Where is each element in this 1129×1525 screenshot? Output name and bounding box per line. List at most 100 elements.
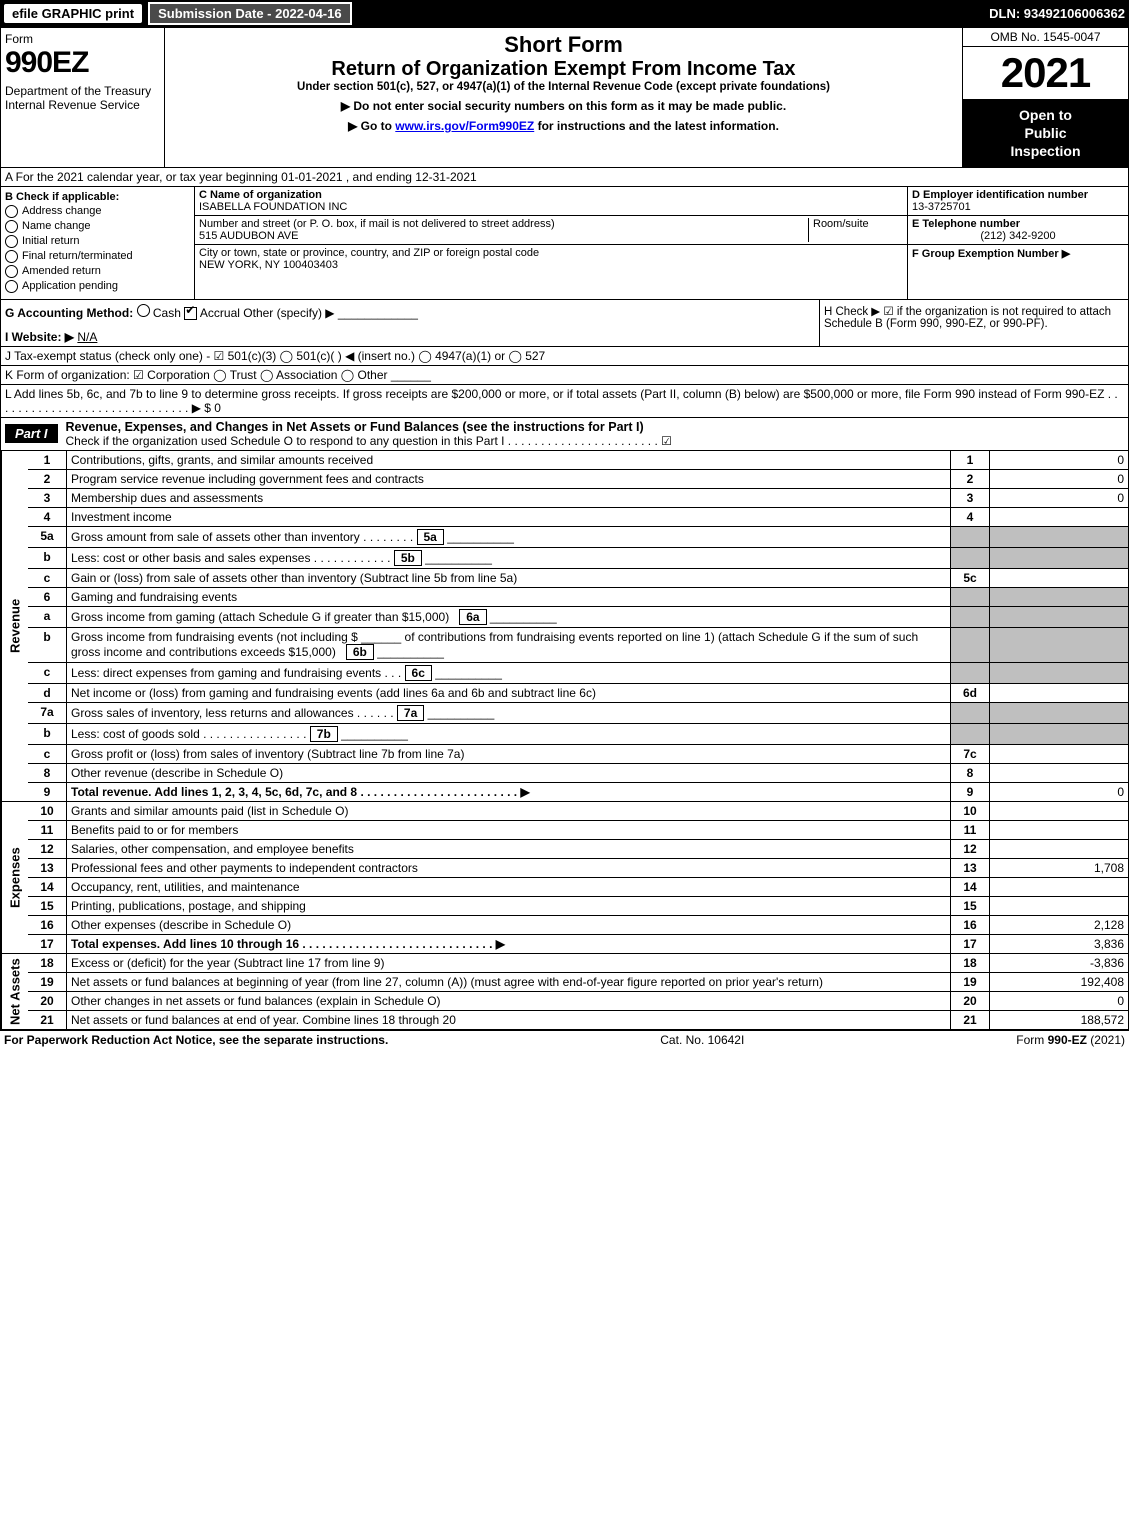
section-k: K Form of organization: ☑ Corporation ◯ … [1, 366, 1128, 385]
side-label-netassets: Net Assets [1, 954, 28, 1029]
omb-number: OMB No. 1545-0047 [963, 28, 1128, 47]
cb-label: Final return/terminated [22, 250, 133, 262]
checkbox-address-change[interactable] [5, 205, 18, 218]
ein-label: D Employer identification number [912, 189, 1088, 201]
website-label: I Website: ▶ [5, 330, 74, 344]
form-990ez: Form 990EZ Department of the Treasury In… [0, 27, 1129, 1030]
city-value: NEW YORK, NY 100403403 [199, 259, 338, 271]
cb-label: Name change [22, 220, 91, 232]
line-6a: Gross income from gaming (attach Schedul… [71, 610, 449, 624]
phone-label: E Telephone number [912, 218, 1020, 230]
dln-label: DLN: 93492106006362 [989, 6, 1125, 21]
header-center: Short Form Return of Organization Exempt… [165, 28, 962, 167]
mini-6b: 6b [346, 644, 374, 660]
cb-label: Initial return [22, 235, 79, 247]
section-j: J Tax-exempt status (check only one) - ☑… [1, 347, 1128, 366]
section-def: D Employer identification number 13-3725… [907, 187, 1128, 299]
dept-label: Department of the Treasury Internal Reve… [5, 84, 160, 112]
line-6: Gaming and fundraising events [67, 587, 951, 606]
line-3-val: 0 [990, 488, 1129, 507]
line-16: Other expenses (describe in Schedule O) [67, 915, 951, 934]
website-value: N/A [77, 330, 97, 344]
line-2: Program service revenue including govern… [67, 469, 951, 488]
line-12: Salaries, other compensation, and employ… [67, 839, 951, 858]
line-4-val [990, 507, 1129, 526]
inspection-l2: Public [965, 124, 1126, 142]
line-5a: Gross amount from sale of assets other t… [71, 530, 360, 544]
line-17: Total expenses. Add lines 10 through 16 … [71, 937, 505, 951]
line-5b: Less: cost or other basis and sales expe… [71, 551, 310, 565]
ssn-note: ▶ Do not enter social security numbers o… [171, 99, 956, 113]
form-word: Form [5, 32, 160, 46]
section-b-label: B Check if applicable: [5, 191, 190, 203]
section-a: A For the 2021 calendar year, or tax yea… [1, 168, 1128, 187]
line-20-val: 0 [990, 991, 1129, 1010]
mini-5a: 5a [417, 529, 444, 545]
line-2-val: 0 [990, 469, 1129, 488]
top-bar: efile GRAPHIC print Submission Date - 20… [0, 0, 1129, 27]
street-value: 515 AUDUBON AVE [199, 230, 298, 242]
line-19: Net assets or fund balances at beginning… [67, 972, 951, 991]
inspection-l1: Open to [965, 106, 1126, 124]
ein-value: 13-3725701 [912, 201, 971, 213]
checkbox-application-pending[interactable] [5, 280, 18, 293]
line-8: Other revenue (describe in Schedule O) [67, 763, 951, 782]
line-17-val: 3,836 [990, 934, 1129, 953]
instructions-note: ▶ Go to www.irs.gov/Form990EZ for instru… [171, 119, 956, 133]
line-7b: Less: cost of goods sold [71, 727, 200, 741]
netassets-table: 18Excess or (deficit) for the year (Subt… [28, 954, 1128, 1029]
submission-date-pill: Submission Date - 2022-04-16 [148, 2, 352, 25]
line-14: Occupancy, rent, utilities, and maintena… [67, 877, 951, 896]
room-label: Room/suite [813, 218, 869, 230]
mini-6a: 6a [459, 609, 486, 625]
line-9-val: 0 [990, 782, 1129, 801]
mini-7a: 7a [397, 705, 424, 721]
section-l: L Add lines 5b, 6c, and 7b to line 9 to … [1, 385, 1128, 417]
part-title: Revenue, Expenses, and Changes in Net As… [66, 420, 644, 434]
part-1-header: Part I Revenue, Expenses, and Changes in… [1, 417, 1128, 451]
radio-accrual[interactable] [184, 307, 197, 320]
section-h: H Check ▶ ☑ if the organization is not r… [824, 306, 1111, 330]
org-name-value: ISABELLA FOUNDATION INC [199, 201, 347, 213]
section-c: C Name of organization ISABELLA FOUNDATI… [195, 187, 907, 299]
mini-5b: 5b [394, 550, 422, 566]
radio-cash[interactable] [137, 304, 150, 317]
checkbox-name-change[interactable] [5, 220, 18, 233]
part-check-note: Check if the organization used Schedule … [66, 434, 672, 448]
instructions-link[interactable]: www.irs.gov/Form990EZ [395, 119, 534, 133]
street-label: Number and street (or P. O. box, if mail… [199, 218, 555, 230]
org-name-label: C Name of organization [199, 189, 322, 201]
checkbox-initial-return[interactable] [5, 235, 18, 248]
line-20: Other changes in net assets or fund bala… [67, 991, 951, 1010]
line-3: Membership dues and assessments [67, 488, 951, 507]
footer-left: For Paperwork Reduction Act Notice, see … [4, 1033, 388, 1047]
tax-year: 2021 [963, 47, 1128, 100]
footer-catalog: Cat. No. 10642I [660, 1033, 744, 1047]
form-number: 990EZ [5, 46, 160, 80]
group-exemption-label: F Group Exemption Number ▶ [912, 248, 1070, 260]
efile-print-button[interactable]: efile GRAPHIC print [4, 4, 142, 23]
form-title: Return of Organization Exempt From Incom… [171, 58, 956, 81]
line-4: Investment income [67, 507, 951, 526]
mini-7b: 7b [310, 726, 338, 742]
line-15: Printing, publications, postage, and shi… [67, 896, 951, 915]
line-18-val: -3,836 [990, 954, 1129, 973]
short-form-title: Short Form [171, 32, 956, 58]
checkbox-final-return[interactable] [5, 250, 18, 263]
line-6c: Less: direct expenses from gaming and fu… [71, 666, 381, 680]
phone-value: (212) 342-9200 [912, 230, 1124, 242]
line-9: Total revenue. Add lines 1, 2, 3, 4, 5c,… [71, 785, 530, 799]
opt: Other (specify) ▶ [243, 306, 334, 320]
cb-label: Amended return [22, 265, 101, 277]
revenue-table: 1Contributions, gifts, grants, and simil… [28, 451, 1128, 801]
cb-label: Address change [22, 205, 102, 217]
line-13: Professional fees and other payments to … [67, 858, 951, 877]
inspection-box: Open to Public Inspection [963, 100, 1128, 167]
checkbox-amended-return[interactable] [5, 265, 18, 278]
line-13-val: 1,708 [990, 858, 1129, 877]
part-label: Part I [5, 424, 58, 443]
side-label-expenses: Expenses [1, 802, 28, 953]
line-11: Benefits paid to or for members [67, 820, 951, 839]
line-1-val: 0 [990, 451, 1129, 470]
cb-label: Application pending [22, 280, 118, 292]
